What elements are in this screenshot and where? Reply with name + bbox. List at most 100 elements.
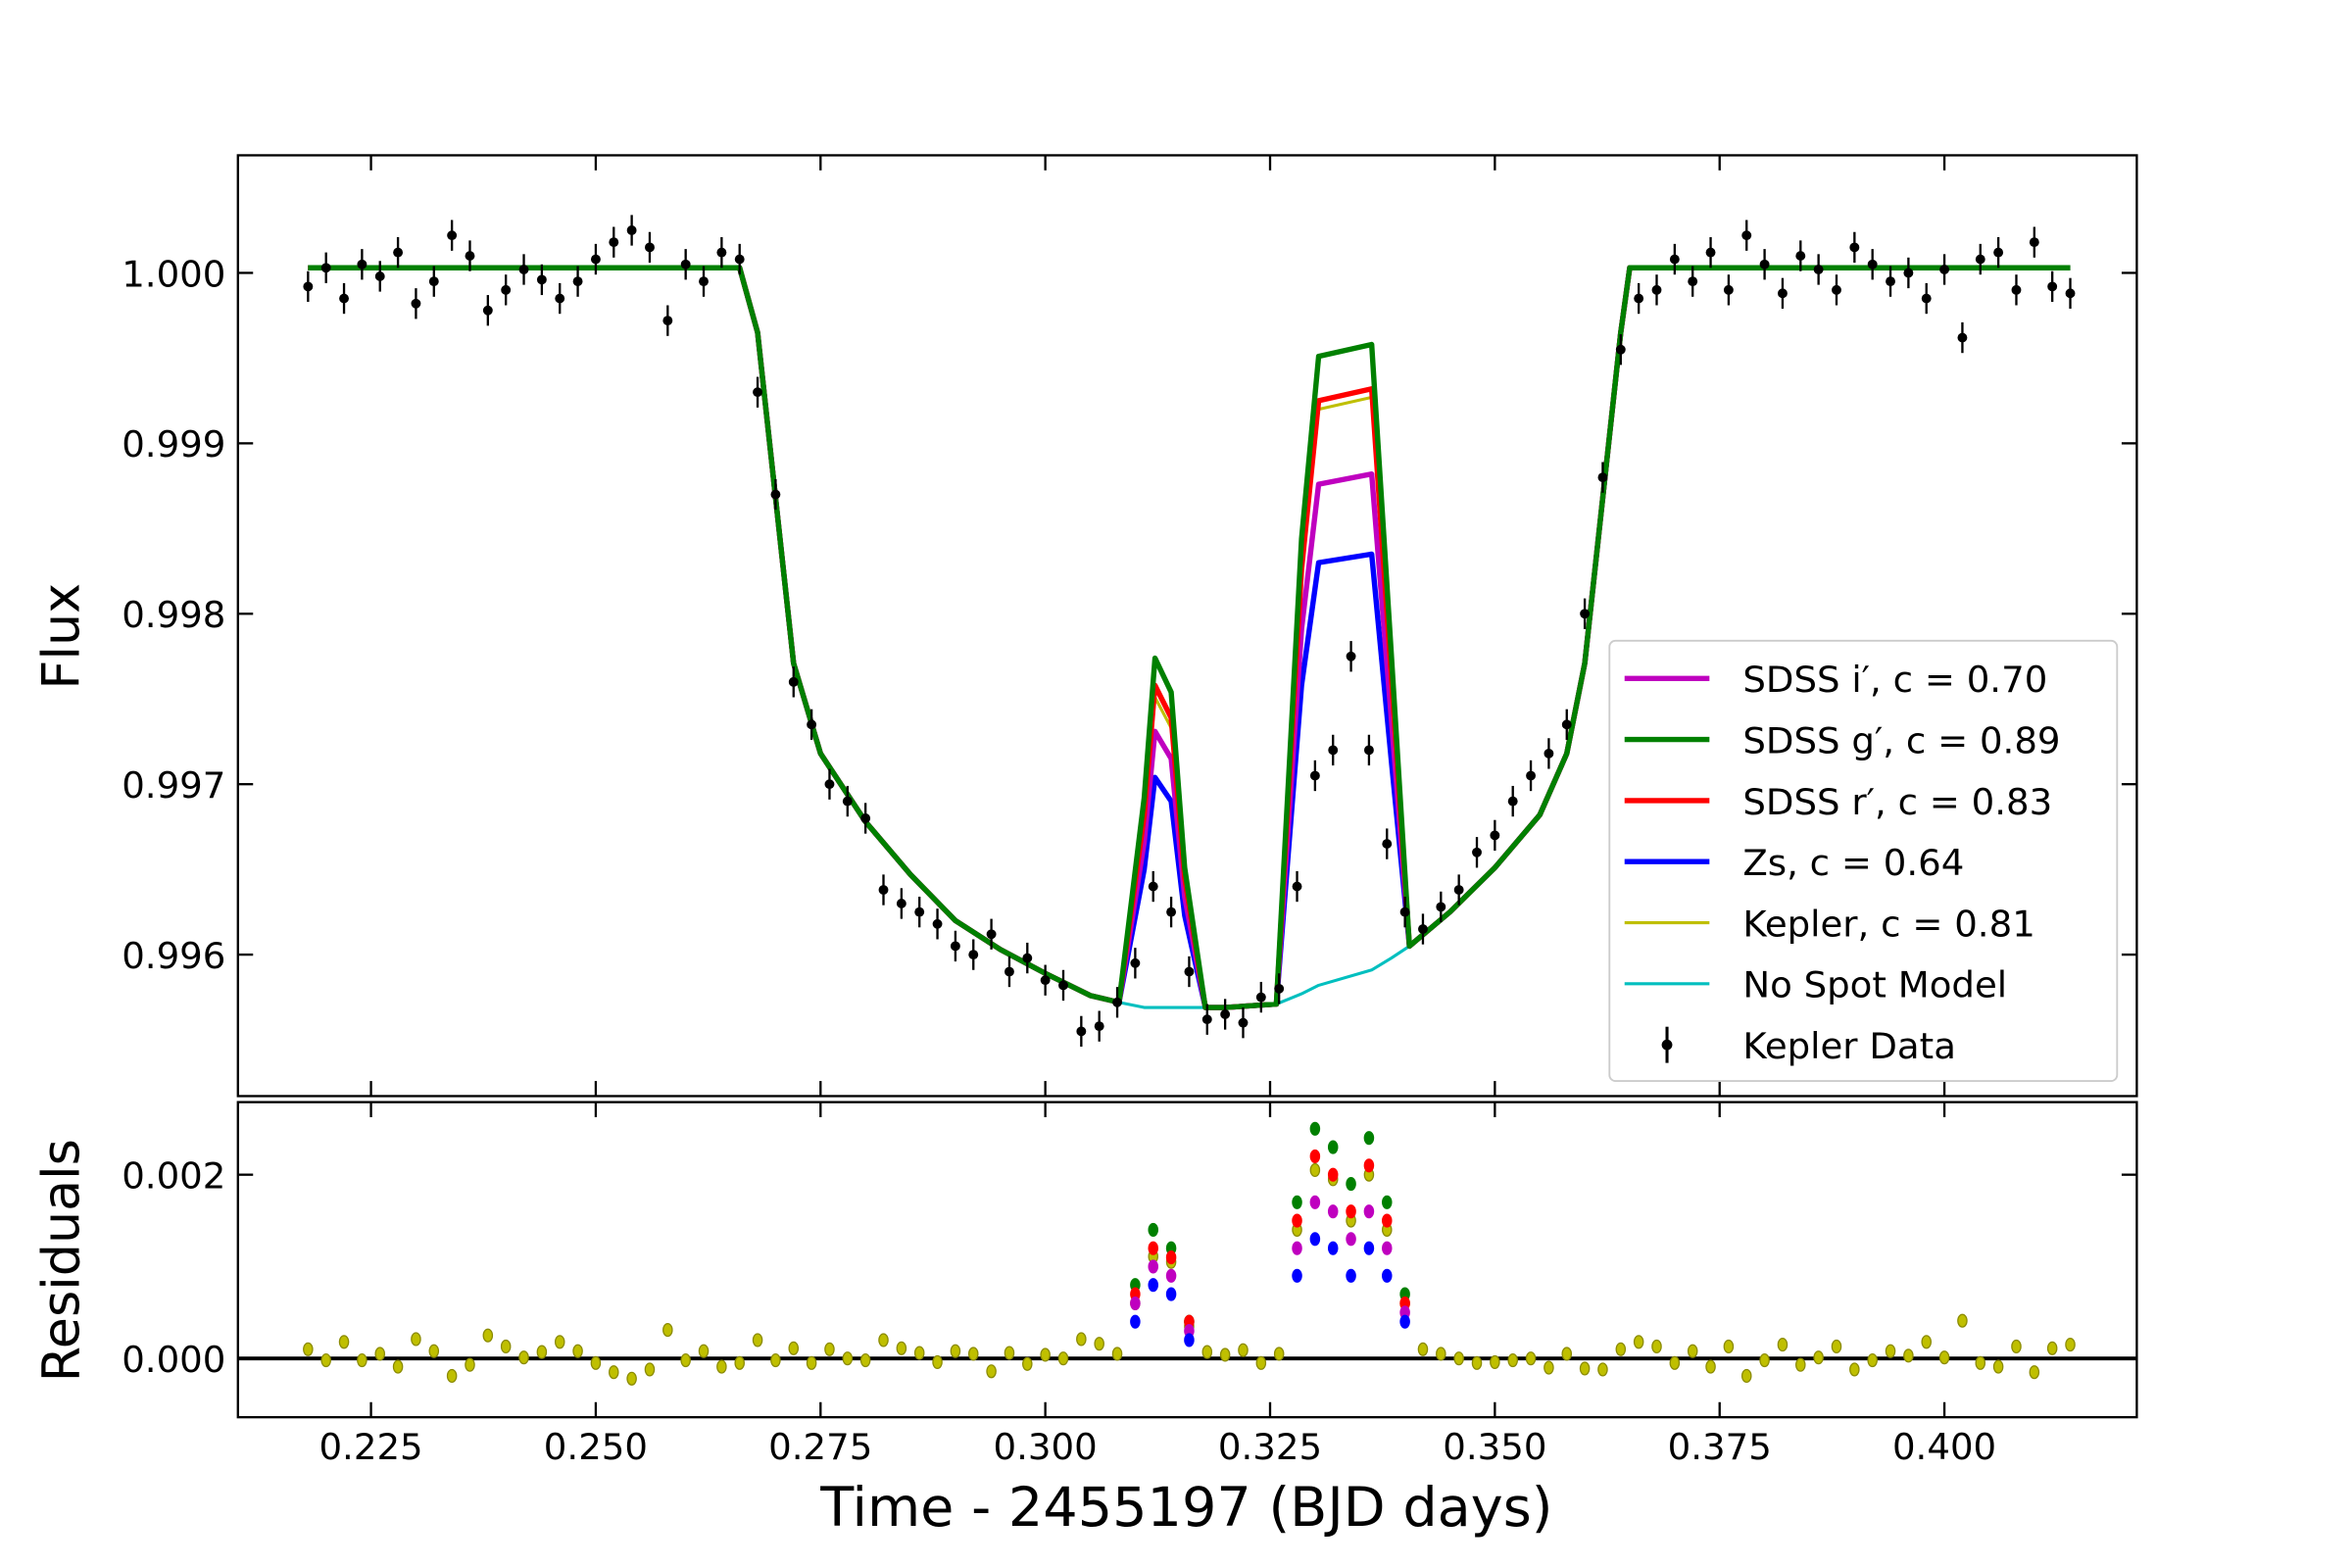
data-point bbox=[482, 305, 493, 316]
residual-point bbox=[392, 1359, 404, 1374]
residual-point bbox=[1813, 1350, 1824, 1365]
residual-point bbox=[1992, 1359, 2004, 1374]
data-point bbox=[518, 265, 529, 274]
residual-point bbox=[1022, 1356, 1033, 1371]
residual-point bbox=[1363, 1158, 1375, 1173]
residual-point bbox=[357, 1352, 368, 1368]
data-point bbox=[878, 885, 889, 895]
data-point bbox=[1597, 472, 1608, 483]
data-point bbox=[609, 237, 619, 248]
data-point bbox=[339, 293, 349, 304]
residual-point bbox=[338, 1335, 350, 1349]
data-point bbox=[1903, 268, 1914, 278]
residual-point bbox=[590, 1355, 602, 1370]
residual-point bbox=[2011, 1339, 2022, 1354]
residual-point bbox=[609, 1365, 619, 1380]
residual-point bbox=[1273, 1347, 1285, 1361]
data-point bbox=[357, 259, 368, 270]
y-tick-label: 0.996 bbox=[122, 935, 225, 977]
data-point bbox=[1634, 293, 1644, 304]
x-tick-label: 0.275 bbox=[768, 1426, 872, 1468]
residual-point bbox=[1148, 1259, 1158, 1274]
residual-point bbox=[932, 1354, 943, 1369]
data-point bbox=[1130, 957, 1141, 968]
data-point bbox=[950, 941, 960, 952]
residual-point bbox=[2046, 1341, 2058, 1355]
y-tick-label: 0.998 bbox=[122, 594, 225, 636]
residual-point bbox=[1453, 1351, 1464, 1366]
y-tick-label: 1.000 bbox=[122, 253, 225, 295]
residual-point bbox=[1417, 1342, 1429, 1356]
data-point bbox=[932, 918, 943, 929]
residual-point bbox=[1579, 1361, 1591, 1376]
data-point bbox=[860, 813, 871, 823]
data-point bbox=[1346, 651, 1356, 662]
data-point bbox=[734, 254, 745, 265]
data-point bbox=[1669, 254, 1680, 265]
residual-point bbox=[1148, 1278, 1158, 1293]
residual-point bbox=[1382, 1213, 1393, 1228]
residual-point bbox=[1165, 1287, 1177, 1301]
data-point bbox=[1813, 265, 1824, 274]
residual-point bbox=[1795, 1357, 1806, 1372]
residual-point bbox=[1615, 1342, 1627, 1356]
residual-point bbox=[734, 1355, 745, 1370]
legend-box bbox=[1608, 639, 2119, 1083]
data-point bbox=[1436, 902, 1446, 912]
data-point bbox=[1688, 276, 1698, 287]
data-point bbox=[1993, 247, 2004, 258]
residual-point bbox=[770, 1352, 781, 1368]
residual-point bbox=[967, 1347, 979, 1361]
residual-point bbox=[1740, 1368, 1752, 1384]
residual-point bbox=[482, 1328, 494, 1343]
residual-point bbox=[1490, 1354, 1500, 1369]
data-point bbox=[1274, 983, 1285, 994]
residual-point bbox=[1076, 1332, 1087, 1347]
data-point bbox=[1220, 1009, 1231, 1019]
data-point bbox=[1004, 966, 1014, 977]
residual-point bbox=[859, 1352, 871, 1368]
data-point bbox=[1651, 284, 1662, 295]
residual-point bbox=[1130, 1296, 1141, 1310]
data-point bbox=[1867, 259, 1878, 270]
data-point bbox=[807, 719, 817, 730]
residual-point bbox=[1057, 1351, 1069, 1366]
x-tick-label: 0.325 bbox=[1218, 1426, 1322, 1468]
data-point bbox=[1939, 265, 1950, 274]
residual-point bbox=[2065, 1338, 2076, 1352]
residual-point bbox=[1561, 1347, 1573, 1361]
residual-point bbox=[1148, 1241, 1158, 1255]
data-point bbox=[1166, 906, 1177, 917]
residual-point bbox=[1597, 1362, 1608, 1377]
data-point bbox=[842, 796, 853, 807]
y-axis-label: Residuals bbox=[31, 1139, 91, 1382]
residual-point bbox=[644, 1362, 656, 1377]
data-point bbox=[447, 230, 458, 241]
data-point bbox=[896, 899, 906, 908]
residual-point bbox=[1957, 1313, 1968, 1328]
data-point bbox=[572, 276, 583, 287]
data-point bbox=[1507, 796, 1518, 807]
data-point bbox=[555, 293, 565, 304]
residual-point bbox=[2029, 1365, 2040, 1380]
x-tick-label: 0.300 bbox=[994, 1426, 1098, 1468]
data-point bbox=[1759, 259, 1770, 270]
data-point bbox=[1777, 288, 1788, 299]
residual-point bbox=[446, 1368, 458, 1384]
y-tick-label: 0.997 bbox=[122, 764, 225, 807]
data-point bbox=[2047, 281, 2058, 292]
residual-point bbox=[1759, 1352, 1770, 1368]
legend-label: No Spot Model bbox=[1742, 964, 2007, 1006]
legend-label: Zs, c = 0.64 bbox=[1742, 842, 1964, 884]
data-point bbox=[1022, 953, 1033, 963]
residual-point bbox=[1705, 1359, 1716, 1374]
residual-point bbox=[698, 1344, 710, 1358]
residual-point bbox=[1040, 1348, 1051, 1362]
residual-point bbox=[1687, 1344, 1698, 1358]
data-point bbox=[645, 242, 655, 253]
residual-point bbox=[1525, 1351, 1537, 1366]
residual-point bbox=[1309, 1149, 1321, 1164]
data-point bbox=[1472, 847, 1482, 858]
residual-point bbox=[1327, 1140, 1339, 1154]
residual-point bbox=[1346, 1204, 1356, 1219]
